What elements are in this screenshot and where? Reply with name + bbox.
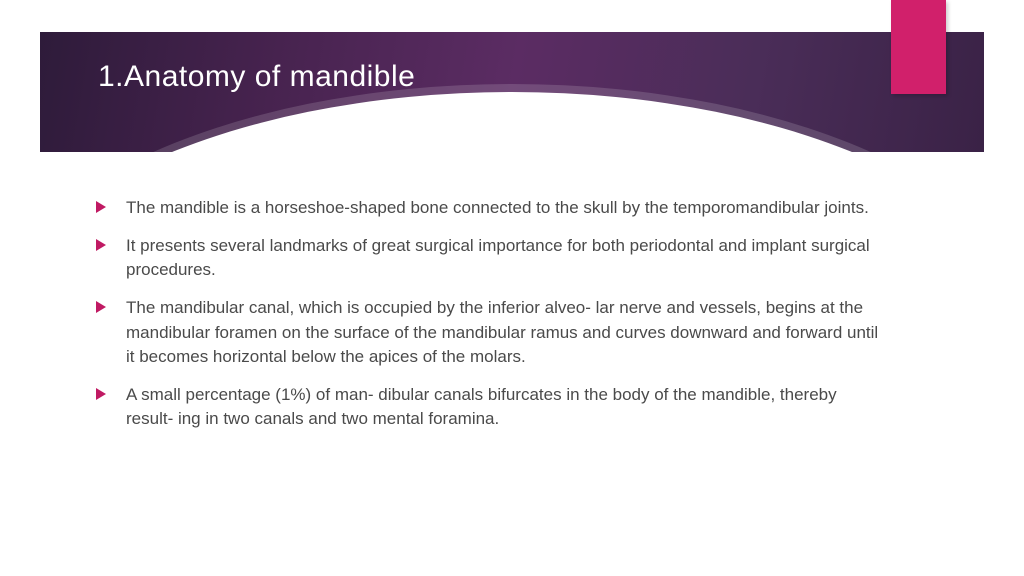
list-item: A small percentage (1%) of man- dibular … — [96, 383, 884, 431]
body-content: The mandible is a horseshoe-shaped bone … — [96, 196, 884, 445]
slide-container: 1.Anatomy of mandible The mandible is a … — [0, 0, 1024, 576]
bullet-arrow-icon — [96, 388, 106, 400]
list-item: The mandibular canal, which is occupied … — [96, 296, 884, 368]
list-item: It presents several landmarks of great s… — [96, 234, 884, 282]
bullet-text: It presents several landmarks of great s… — [126, 236, 870, 279]
bullet-text: The mandible is a horseshoe-shaped bone … — [126, 198, 869, 217]
slide-title: 1.Anatomy of mandible — [98, 60, 415, 94]
accent-tab — [891, 0, 946, 94]
list-item: The mandible is a horseshoe-shaped bone … — [96, 196, 884, 220]
bullet-arrow-icon — [96, 239, 106, 251]
bullet-arrow-icon — [96, 201, 106, 213]
bullet-arrow-icon — [96, 301, 106, 313]
bullet-text: The mandibular canal, which is occupied … — [126, 298, 878, 365]
bullet-list: The mandible is a horseshoe-shaped bone … — [96, 196, 884, 431]
bullet-text: A small percentage (1%) of man- dibular … — [126, 385, 837, 428]
